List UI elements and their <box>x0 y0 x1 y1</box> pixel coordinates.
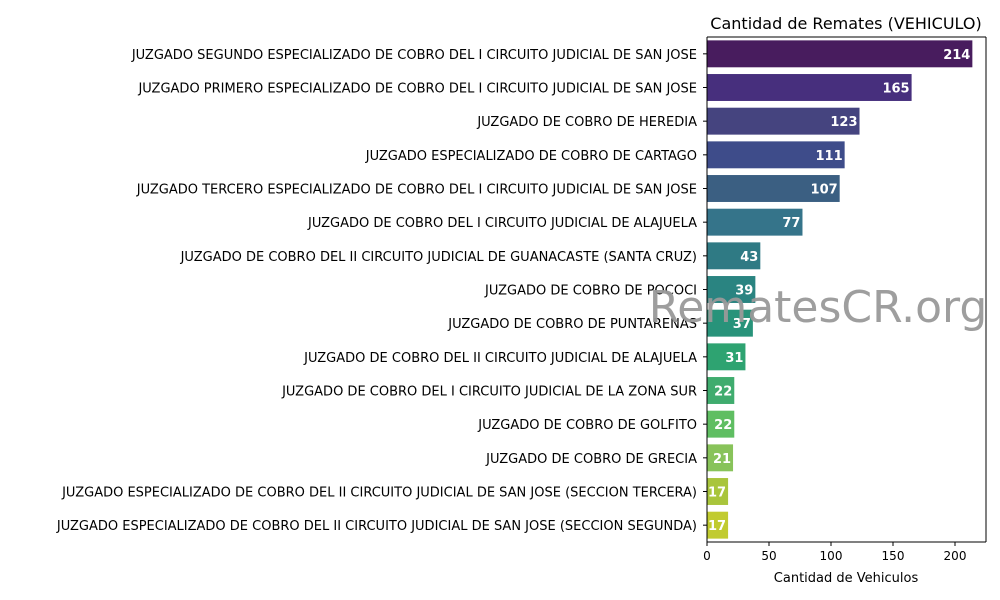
plot-area: 214 165 123 111 107 77 43 39 37 31 22 22 21 17 17 JUZG… <box>56 36 987 563</box>
bar <box>707 208 803 236</box>
category-label: JUZGADO DE COBRO DEL II CIRCUITO JUDICIA… <box>303 351 697 366</box>
category-label: JUZGADO TERCERO ESPECIALIZADO DE COBRO D… <box>136 183 697 198</box>
x-tick-label: 0 <box>703 549 711 563</box>
category-label: JUZGADO DE COBRO DE POCOCI <box>484 284 697 299</box>
bar <box>707 410 735 438</box>
bar <box>707 377 735 404</box>
category-label: JUZGADO SEGUNDO ESPECIALIZADO DE COBRO D… <box>131 48 697 63</box>
watermark: RematesCR.org <box>649 282 988 333</box>
category-label: JUZGADO DE COBRO DE HEREDIA <box>476 115 697 130</box>
category-label: JUZGADO DE COBRO DEL II CIRCUITO JUDICIA… <box>180 250 697 265</box>
bar <box>707 309 753 337</box>
bar <box>707 478 729 505</box>
bar-value-label: 214 <box>943 48 970 63</box>
bar-value-label: 17 <box>708 486 726 501</box>
bar-value-label: 107 <box>811 183 838 198</box>
bar-value-label: 111 <box>815 149 842 164</box>
bar-value-label: 21 <box>713 452 731 467</box>
category-label: JUZGADO DE COBRO DEL I CIRCUITO JUDICIAL… <box>281 385 697 400</box>
bars-group <box>707 40 973 539</box>
bar <box>707 107 860 135</box>
bar-value-label: 37 <box>733 317 751 332</box>
bar <box>707 242 761 270</box>
value-labels-group: 214 165 123 111 107 77 43 39 37 31 22 22 21 17 17 <box>708 48 970 534</box>
bar-value-label: 22 <box>714 385 732 400</box>
bar-value-label: 123 <box>830 115 857 130</box>
bar-value-label: 39 <box>735 284 753 299</box>
bar <box>707 141 845 169</box>
bar-value-label: 17 <box>708 519 726 534</box>
x-axis-ticks-group: 0 50 100 150 200 <box>703 542 966 563</box>
category-labels-group: JUZGADO SEGUNDO ESPECIALIZADO DE COBRO D… <box>56 48 707 534</box>
x-tick-label: 150 <box>882 549 905 563</box>
bar <box>707 276 756 303</box>
x-tick-label: 100 <box>820 549 843 563</box>
bar-value-label: 43 <box>740 250 758 265</box>
category-label: JUZGADO ESPECIALIZADO DE COBRO DE CARTAG… <box>365 149 697 164</box>
bar-value-label: 22 <box>714 418 732 433</box>
x-tick-label: 200 <box>944 549 967 563</box>
category-label: JUZGADO ESPECIALIZADO DE COBRO DEL II CI… <box>61 486 697 501</box>
x-tick-label: 50 <box>761 549 776 563</box>
bar <box>707 444 734 472</box>
bar <box>707 511 729 539</box>
category-label: JUZGADO DE COBRO DEL I CIRCUITO JUDICIAL… <box>307 216 697 231</box>
category-label: JUZGADO DE COBRO DE GOLFITO <box>477 418 697 433</box>
bar-value-label: 165 <box>882 82 909 97</box>
bar <box>707 40 973 68</box>
chart-title: Cantidad de Remates (VEHICULO) <box>710 14 981 33</box>
x-axis-label: Cantidad de Vehiculos <box>774 571 919 586</box>
category-label: JUZGADO ESPECIALIZADO DE COBRO DEL II CI… <box>56 519 697 534</box>
category-label: JUZGADO PRIMERO ESPECIALIZADO DE COBRO D… <box>137 82 697 97</box>
bar-value-label: 31 <box>725 351 743 366</box>
category-label: JUZGADO DE COBRO DE PUNTARENAS <box>447 317 697 332</box>
category-label: JUZGADO DE COBRO DE GRECIA <box>485 452 697 467</box>
bar <box>707 175 840 202</box>
bar <box>707 343 746 371</box>
bar <box>707 74 912 101</box>
bar-value-label: 77 <box>782 216 800 231</box>
